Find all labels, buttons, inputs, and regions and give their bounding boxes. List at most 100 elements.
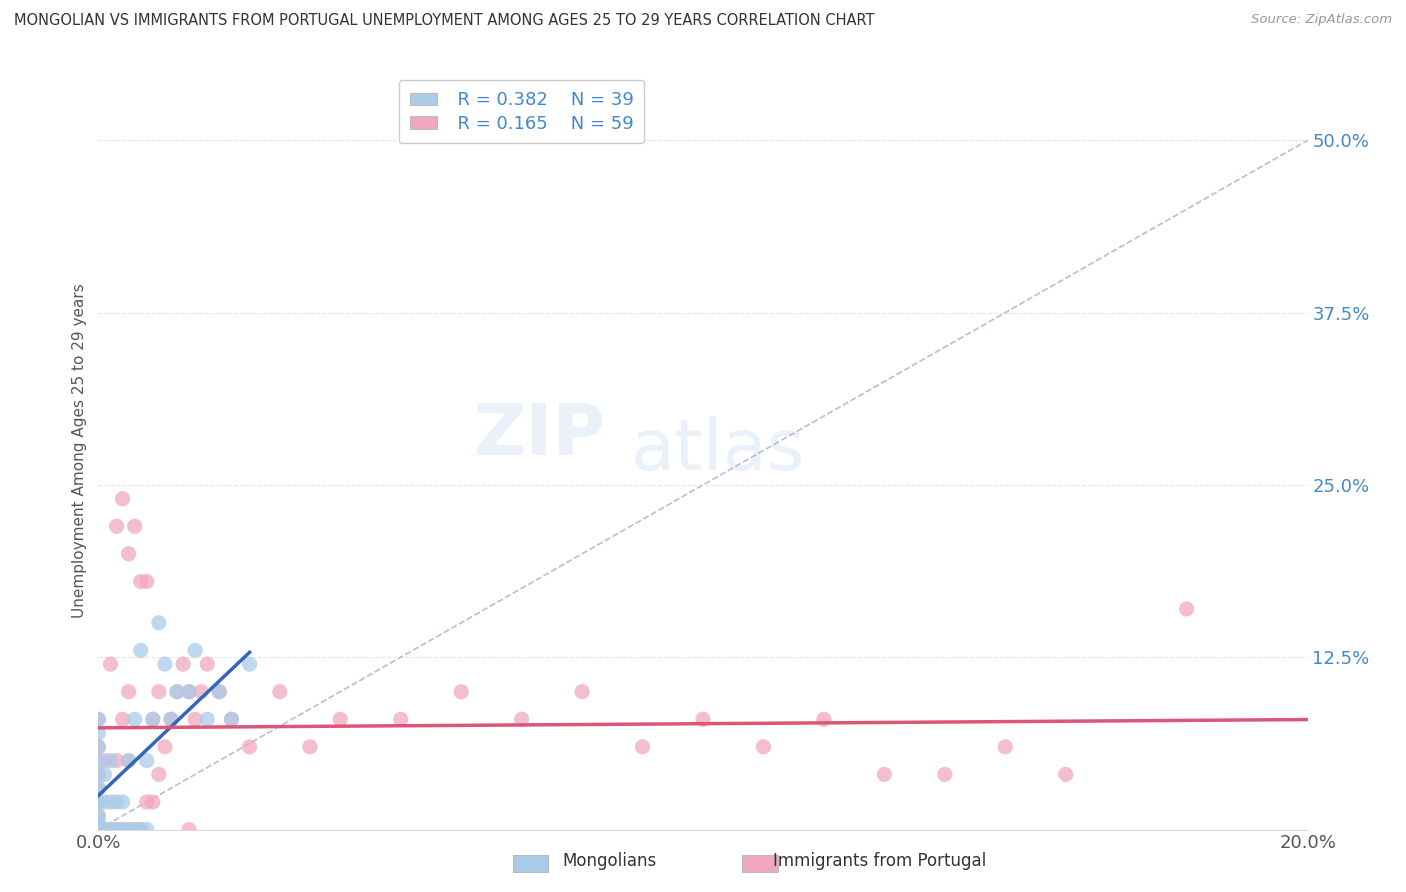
- Point: [87, 767, 110, 781]
- Point: [129, 643, 152, 657]
- Point: [100, 795, 122, 809]
- Point: [153, 739, 176, 754]
- Point: [148, 684, 170, 698]
- Point: [148, 615, 170, 630]
- Point: [135, 795, 157, 809]
- Point: [148, 767, 170, 781]
- Point: [160, 712, 183, 726]
- Point: [124, 712, 146, 726]
- Point: [87, 712, 110, 726]
- Point: [87, 781, 110, 796]
- Point: [93, 754, 115, 768]
- Point: [208, 684, 231, 698]
- Point: [299, 739, 322, 754]
- Point: [179, 822, 201, 837]
- Point: [111, 822, 134, 837]
- Point: [87, 809, 110, 823]
- Point: [239, 657, 262, 672]
- Point: [118, 822, 141, 837]
- Point: [389, 712, 412, 726]
- Point: [142, 712, 165, 726]
- Point: [135, 822, 157, 837]
- Point: [93, 795, 115, 809]
- Point: [111, 712, 134, 726]
- Point: [631, 739, 654, 754]
- Point: [87, 767, 110, 781]
- Point: [100, 754, 122, 768]
- Point: [179, 684, 201, 698]
- Point: [87, 739, 110, 754]
- Point: [142, 712, 165, 726]
- Point: [221, 712, 243, 726]
- Point: [87, 795, 110, 809]
- Point: [105, 754, 128, 768]
- Point: [93, 822, 115, 837]
- Point: [124, 822, 146, 837]
- Point: [87, 754, 110, 768]
- Point: [87, 739, 110, 754]
- Point: [450, 684, 472, 698]
- Point: [172, 657, 194, 672]
- Point: [135, 574, 157, 589]
- Point: [873, 767, 896, 781]
- Point: [87, 809, 110, 823]
- Y-axis label: Unemployment Among Ages 25 to 29 years: Unemployment Among Ages 25 to 29 years: [72, 283, 87, 618]
- Point: [129, 822, 152, 837]
- Point: [87, 712, 110, 726]
- Point: [208, 684, 231, 698]
- Point: [142, 795, 165, 809]
- Point: [105, 822, 128, 837]
- Point: [111, 795, 134, 809]
- Text: Source: ZipAtlas.com: Source: ZipAtlas.com: [1251, 13, 1392, 27]
- Point: [221, 712, 243, 726]
- Point: [934, 767, 956, 781]
- Point: [692, 712, 714, 726]
- Point: [184, 643, 207, 657]
- Point: [1175, 602, 1198, 616]
- Point: [118, 754, 141, 768]
- Point: [179, 684, 201, 698]
- Point: [184, 712, 207, 726]
- Point: [87, 726, 110, 740]
- Point: [87, 795, 110, 809]
- Point: [129, 822, 152, 837]
- Point: [153, 657, 176, 672]
- Point: [111, 822, 134, 837]
- Point: [571, 684, 593, 698]
- Point: [118, 822, 141, 837]
- Text: atlas: atlas: [630, 416, 804, 485]
- Point: [129, 574, 152, 589]
- Point: [93, 767, 115, 781]
- Point: [87, 822, 110, 837]
- Text: ZIP: ZIP: [474, 401, 606, 470]
- Point: [510, 712, 533, 726]
- Point: [135, 754, 157, 768]
- Point: [166, 684, 188, 698]
- Point: [813, 712, 835, 726]
- Point: [195, 712, 218, 726]
- Point: [269, 684, 291, 698]
- Point: [87, 815, 110, 830]
- Point: [1054, 767, 1077, 781]
- Text: MONGOLIAN VS IMMIGRANTS FROM PORTUGAL UNEMPLOYMENT AMONG AGES 25 TO 29 YEARS COR: MONGOLIAN VS IMMIGRANTS FROM PORTUGAL UN…: [14, 13, 875, 29]
- Point: [118, 754, 141, 768]
- Point: [93, 822, 115, 837]
- Point: [105, 822, 128, 837]
- Point: [190, 684, 212, 698]
- Point: [87, 822, 110, 837]
- Point: [195, 657, 218, 672]
- Point: [111, 491, 134, 506]
- Point: [124, 519, 146, 533]
- Point: [752, 739, 775, 754]
- Text: Immigrants from Portugal: Immigrants from Portugal: [773, 852, 987, 870]
- Point: [105, 795, 128, 809]
- Point: [100, 657, 122, 672]
- Point: [124, 822, 146, 837]
- Point: [994, 739, 1017, 754]
- Point: [118, 684, 141, 698]
- Legend:   R = 0.382    N = 39,   R = 0.165    N = 59: R = 0.382 N = 39, R = 0.165 N = 59: [399, 80, 644, 144]
- Point: [239, 739, 262, 754]
- Point: [105, 519, 128, 533]
- Point: [160, 712, 183, 726]
- Point: [100, 822, 122, 837]
